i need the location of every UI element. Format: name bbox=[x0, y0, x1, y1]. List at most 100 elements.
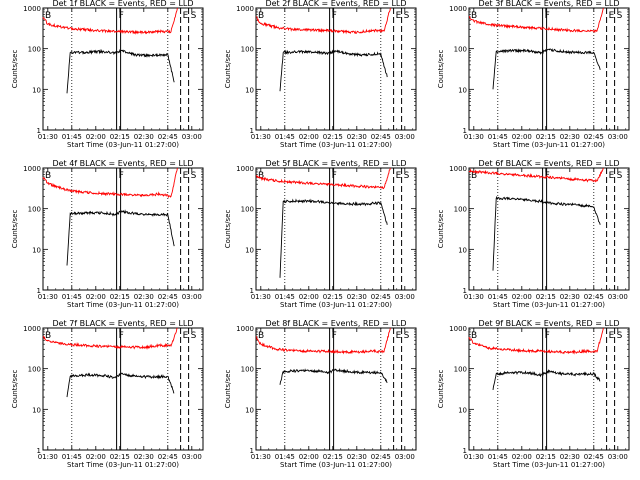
x-tick-label: 02:30 bbox=[347, 453, 367, 461]
marker-label: B bbox=[45, 171, 51, 181]
plot-frame bbox=[42, 7, 204, 131]
x-tick-label: 02:15 bbox=[323, 453, 343, 461]
series-lld bbox=[468, 167, 604, 183]
y-tick-label: 100 bbox=[454, 206, 467, 214]
x-tick-label: 02:45 bbox=[371, 293, 391, 301]
series-lld bbox=[255, 7, 391, 35]
chart-title: Det 2f BLACK = Events, RED = LLD bbox=[265, 0, 406, 8]
x-tick-label: 02:15 bbox=[110, 293, 130, 301]
x-tick-label: 02:00 bbox=[86, 453, 106, 461]
y-tick-label: 100 bbox=[454, 366, 467, 374]
series-lld bbox=[468, 7, 604, 34]
y-tick-label: 100 bbox=[454, 46, 467, 54]
x-tick-label: 02:15 bbox=[536, 453, 556, 461]
y-tick-label: 10 bbox=[32, 246, 41, 254]
series-events bbox=[279, 367, 388, 385]
marker-label: B bbox=[45, 11, 51, 21]
chart-panel: Det 4f BLACK = Events, RED = LLD 1 10 100 10… bbox=[11, 159, 204, 309]
plot-frame bbox=[255, 7, 417, 131]
chart-panel: Det 5f BLACK = Events, RED = LLD 1 10 100 10… bbox=[224, 159, 417, 309]
x-tick-label: 02:45 bbox=[158, 453, 178, 461]
x-tick-label: 02:45 bbox=[584, 293, 604, 301]
y-tick-label: 1 bbox=[463, 287, 467, 295]
x-tick-label: 01:45 bbox=[62, 293, 82, 301]
series-lld bbox=[255, 167, 391, 190]
x-tick-label: 01:30 bbox=[251, 453, 271, 461]
x-tick-label: 02:00 bbox=[512, 293, 532, 301]
series-lld bbox=[42, 7, 178, 35]
x-tick-label: 03:00 bbox=[182, 293, 202, 301]
marker-label: F bbox=[119, 11, 124, 21]
y-tick-label: 1 bbox=[250, 287, 254, 295]
y-axis-label: Counts/sec bbox=[437, 210, 445, 249]
marker-label: F bbox=[119, 171, 124, 181]
x-tick-label: 02:30 bbox=[134, 133, 154, 141]
x-axis-label: Start Time (03-Jun-11 01:27:00) bbox=[67, 461, 179, 469]
y-axis-label: Counts/sec bbox=[11, 210, 19, 249]
chart-panel: Det 8f BLACK = Events, RED = LLD 1 10 100 10… bbox=[224, 319, 417, 469]
plot-frame bbox=[42, 327, 204, 451]
x-tick-label: 03:00 bbox=[182, 453, 202, 461]
x-tick-label: 02:15 bbox=[536, 293, 556, 301]
chart-title: Det 1f BLACK = Events, RED = LLD bbox=[52, 0, 193, 8]
marker-label: S bbox=[191, 171, 197, 181]
x-tick-label: 03:00 bbox=[395, 453, 415, 461]
x-tick-label: 02:30 bbox=[560, 133, 580, 141]
marker-label: F bbox=[119, 331, 124, 341]
x-axis-label: Start Time (03-Jun-11 01:27:00) bbox=[67, 301, 179, 309]
chart-title: Det 9f BLACK = Events, RED = LLD bbox=[478, 319, 619, 328]
marker-label: F bbox=[332, 11, 337, 21]
y-tick-label: 1 bbox=[250, 447, 254, 455]
chart-panel: Det 7f BLACK = Events, RED = LLD 1 10 100 10… bbox=[11, 319, 204, 469]
x-tick-label: 02:45 bbox=[158, 133, 178, 141]
x-tick-label: 01:30 bbox=[464, 293, 484, 301]
marker-label: F bbox=[545, 331, 550, 341]
x-tick-label: 01:45 bbox=[488, 453, 508, 461]
y-tick-label: 1000 bbox=[449, 325, 467, 333]
chart-panel: Det 9f BLACK = Events, RED = LLD 1 10 100 10… bbox=[437, 319, 630, 469]
chart-title: Det 7f BLACK = Events, RED = LLD bbox=[52, 319, 193, 328]
x-tick-label: 02:00 bbox=[512, 133, 532, 141]
marker-label: S bbox=[191, 331, 197, 341]
series-events bbox=[66, 209, 175, 266]
chart-panel: Det 1f BLACK = Events, RED = LLD 1 10 100 10… bbox=[11, 0, 204, 149]
plot-frame bbox=[468, 327, 630, 451]
x-tick-label: 02:15 bbox=[536, 133, 556, 141]
marker-label: B bbox=[258, 171, 264, 181]
marker-label: E bbox=[609, 11, 615, 21]
x-tick-label: 02:30 bbox=[347, 293, 367, 301]
marker-label: S bbox=[617, 331, 623, 341]
y-tick-label: 100 bbox=[28, 46, 41, 54]
series-lld bbox=[42, 327, 178, 350]
y-tick-label: 1 bbox=[37, 127, 41, 135]
series-lld bbox=[468, 327, 604, 355]
y-tick-label: 10 bbox=[458, 406, 467, 414]
marker-label: E bbox=[183, 171, 189, 181]
marker-label: S bbox=[404, 331, 410, 341]
x-tick-label: 01:30 bbox=[38, 133, 58, 141]
x-tick-label: 02:45 bbox=[584, 453, 604, 461]
chart-title: Det 3f BLACK = Events, RED = LLD bbox=[478, 0, 619, 8]
x-tick-label: 01:30 bbox=[38, 453, 58, 461]
x-axis-label: Start Time (03-Jun-11 01:27:00) bbox=[493, 301, 605, 309]
marker-label: F bbox=[332, 331, 337, 341]
series-events bbox=[279, 49, 388, 92]
chart-title: Det 8f BLACK = Events, RED = LLD bbox=[265, 319, 406, 328]
marker-label: B bbox=[45, 331, 51, 341]
y-tick-label: 100 bbox=[28, 366, 41, 374]
y-axis-label: Counts/sec bbox=[11, 370, 19, 409]
chart-title: Det 4f BLACK = Events, RED = LLD bbox=[52, 159, 193, 168]
y-tick-label: 1000 bbox=[449, 165, 467, 173]
marker-label: S bbox=[404, 171, 410, 181]
x-axis-label: Start Time (03-Jun-11 01:27:00) bbox=[493, 461, 605, 469]
y-tick-label: 10 bbox=[458, 246, 467, 254]
marker-label: E bbox=[396, 171, 402, 181]
x-axis-label: Start Time (03-Jun-11 01:27:00) bbox=[67, 141, 179, 149]
y-axis-label: Counts/sec bbox=[11, 50, 19, 89]
y-tick-label: 1 bbox=[37, 447, 41, 455]
y-axis-label: Counts/sec bbox=[224, 370, 232, 409]
x-tick-label: 03:00 bbox=[395, 293, 415, 301]
x-tick-label: 01:45 bbox=[488, 293, 508, 301]
x-tick-label: 02:30 bbox=[134, 293, 154, 301]
